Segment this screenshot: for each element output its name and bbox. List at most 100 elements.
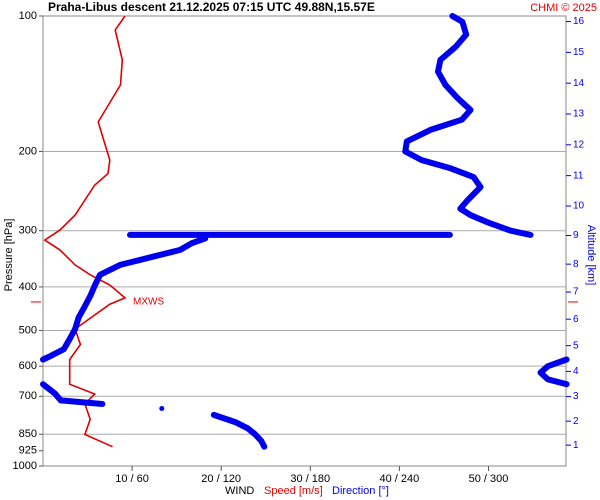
- y-tick-label: 850: [19, 428, 37, 440]
- direction-point: [468, 107, 474, 113]
- x-tick-label: 20 / 120: [201, 473, 241, 485]
- direction-point: [67, 336, 73, 342]
- direction-point: [177, 247, 183, 253]
- y-tick-label: 100: [19, 10, 37, 22]
- direction-point: [564, 357, 570, 363]
- y2-tick-label: 16: [573, 16, 585, 27]
- direction-label: Direction [°]: [332, 485, 389, 497]
- direction-point: [52, 390, 58, 396]
- direction-point: [367, 232, 373, 238]
- direction-point: [188, 232, 194, 238]
- direction-point: [40, 357, 46, 363]
- direction-point: [167, 232, 173, 238]
- direction-point: [40, 381, 46, 387]
- x-tick-label: 10 / 60: [115, 473, 149, 485]
- y2-tick-label: 7: [573, 287, 579, 298]
- direction-point: [463, 32, 469, 38]
- y-tick-label: 1000: [13, 460, 37, 472]
- direction-point: [437, 57, 443, 63]
- direction-point: [537, 370, 543, 376]
- direction-point: [202, 232, 208, 238]
- direction-point: [72, 326, 78, 332]
- y-tick-label: 925: [19, 445, 37, 457]
- y2-tick-label: 1: [573, 440, 579, 451]
- direction-point: [404, 138, 410, 144]
- direction-point: [457, 206, 463, 212]
- y-axis-label: Pressure [hPa]: [3, 219, 15, 292]
- direction-point: [447, 165, 453, 171]
- direction-point: [435, 69, 441, 75]
- direction-point: [47, 353, 53, 359]
- direction-line: [40, 231, 453, 363]
- direction-point: [117, 262, 123, 268]
- y-tick-label: 700: [19, 390, 37, 402]
- y2-tick-label: 15: [573, 47, 585, 58]
- direction-point: [196, 232, 202, 238]
- y2-tick-label: 11: [573, 170, 584, 181]
- y2-tick-label: 10: [573, 201, 585, 212]
- direction-line: [210, 411, 268, 450]
- direction-point: [159, 405, 165, 411]
- direction-point: [76, 315, 82, 321]
- direction-point: [459, 19, 465, 25]
- direction-point: [287, 232, 293, 238]
- direction-point: [151, 253, 157, 259]
- direction-point: [564, 381, 570, 387]
- y2-tick-label: 5: [573, 340, 579, 351]
- speed-label: Speed [m/s]: [264, 485, 323, 497]
- chart-title: Praha-Libus descent 21.12.2025 07:15 UTC…: [48, 0, 375, 14]
- y2-tick-label: 12: [573, 139, 585, 150]
- direction-point: [252, 431, 258, 437]
- direction-point: [88, 293, 94, 299]
- y2-tick-label: 2: [573, 416, 579, 427]
- direction-point: [468, 212, 474, 218]
- direction-point: [261, 444, 267, 450]
- direction-point: [327, 232, 333, 238]
- y2-tick-label: 14: [573, 78, 585, 89]
- direction-point: [233, 419, 239, 425]
- speed-line: [43, 15, 127, 448]
- x-tick-label: 30 / 180: [290, 473, 330, 485]
- direction-point: [453, 44, 459, 50]
- direction-point: [459, 117, 465, 123]
- direction-point: [188, 240, 194, 246]
- direction-point: [159, 232, 165, 238]
- plot-area: [42, 15, 567, 467]
- y-tick-label: 300: [19, 225, 37, 237]
- direction-point: [528, 232, 534, 238]
- mxws-label: MXWS: [133, 297, 164, 308]
- direction-point: [485, 220, 491, 226]
- direction-point: [419, 157, 425, 163]
- direction-point: [545, 363, 551, 369]
- y2-tick-label: 4: [573, 366, 579, 377]
- direction-point: [407, 232, 413, 238]
- direction-point: [454, 95, 460, 101]
- direction-point: [449, 13, 455, 19]
- direction-point: [508, 228, 514, 234]
- direction-point: [92, 282, 98, 288]
- direction-line: [40, 381, 106, 407]
- direction-point: [207, 232, 213, 238]
- direction-point: [471, 174, 477, 180]
- direction-point: [477, 184, 483, 190]
- direction-point: [545, 376, 551, 382]
- y2-tick-label: 6: [573, 314, 579, 325]
- direction-point: [127, 232, 133, 238]
- direction-point: [61, 346, 67, 352]
- direction-point: [82, 303, 88, 309]
- y2-tick-label: 9: [573, 230, 579, 241]
- direction-point: [177, 232, 183, 238]
- direction-point: [442, 82, 448, 88]
- y-tick-label: 200: [19, 145, 37, 157]
- direction-point: [402, 148, 408, 154]
- direction-line: [537, 356, 570, 388]
- direction-point: [245, 425, 251, 431]
- direction-point: [99, 401, 105, 407]
- direction-point: [58, 397, 64, 403]
- direction-point: [465, 197, 471, 203]
- x-tick-label: 50 / 300: [469, 473, 509, 485]
- y-tick-label: 600: [19, 360, 37, 372]
- direction-point: [211, 412, 217, 418]
- credit: CHMI © 2025: [530, 2, 597, 14]
